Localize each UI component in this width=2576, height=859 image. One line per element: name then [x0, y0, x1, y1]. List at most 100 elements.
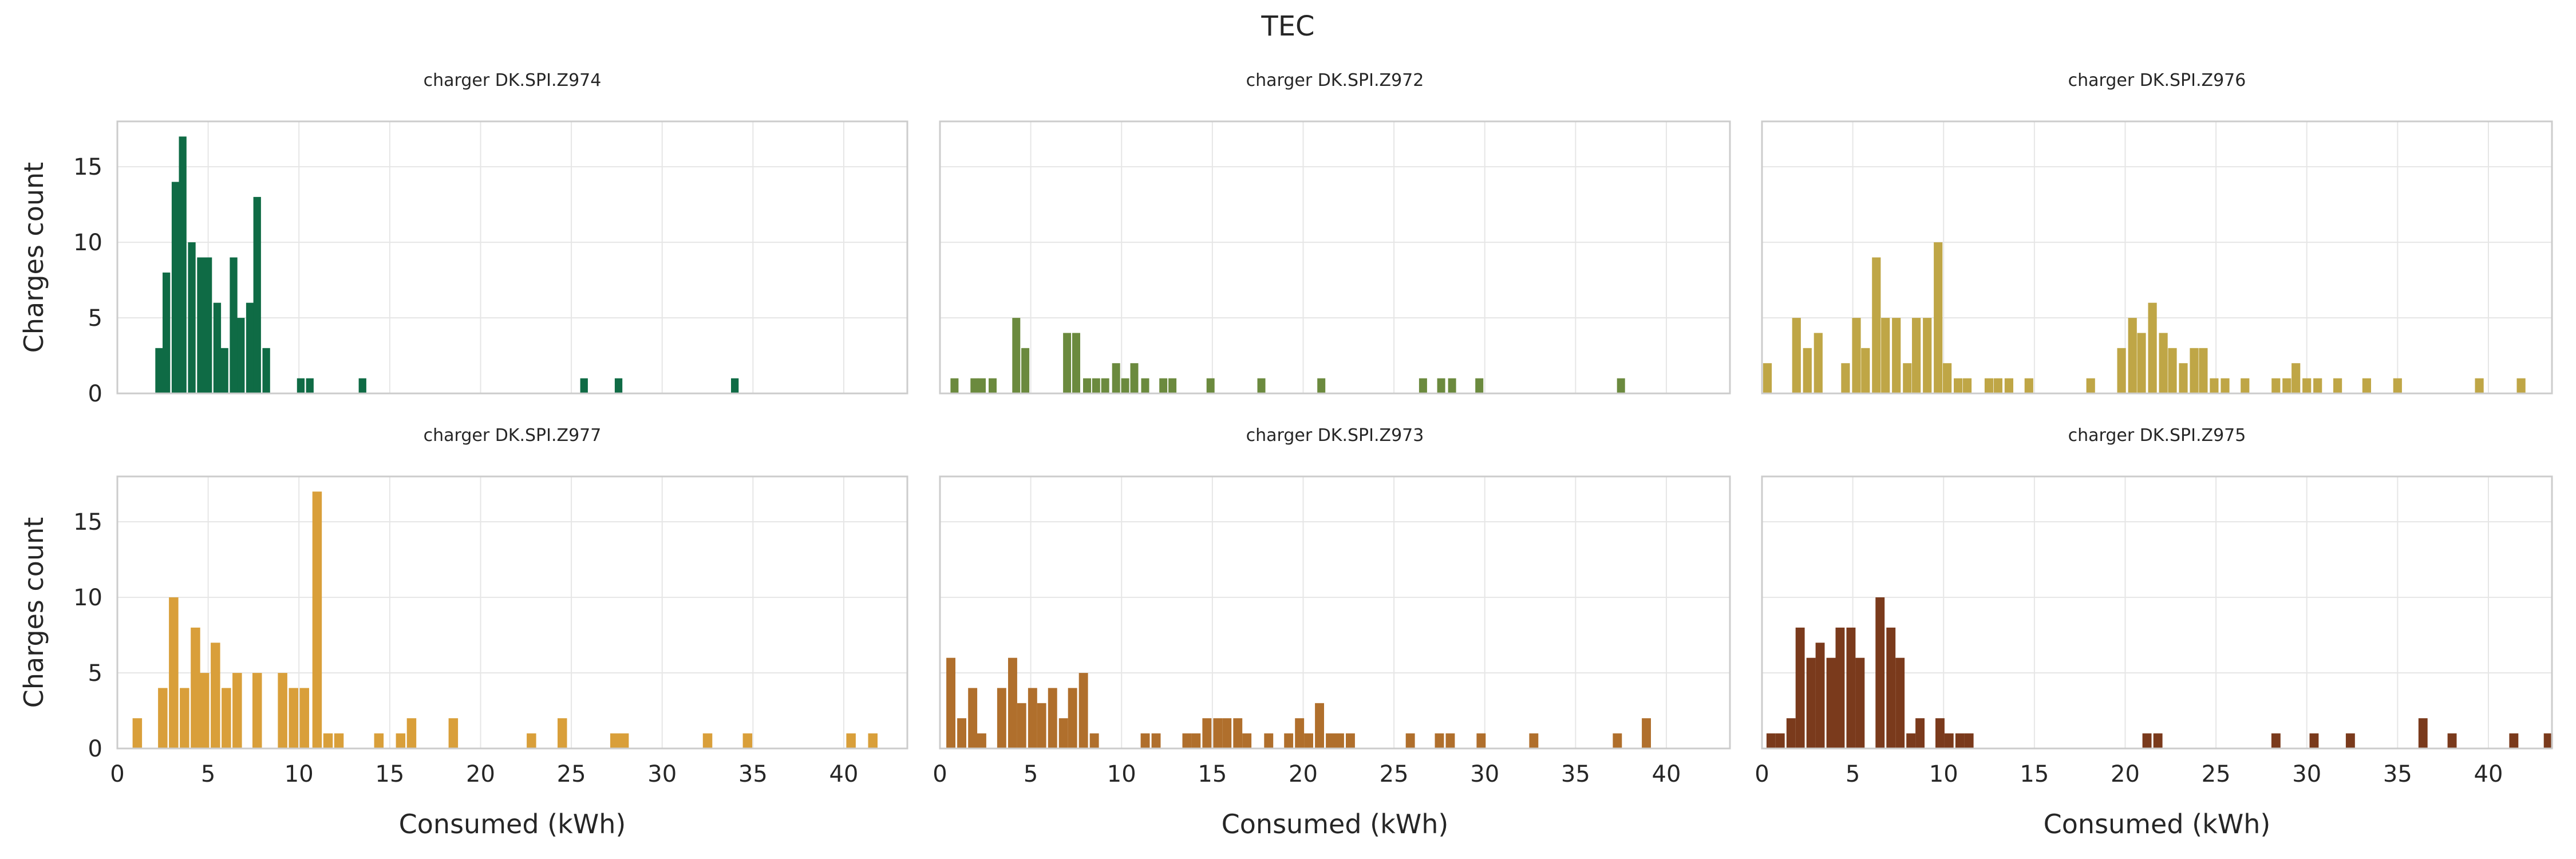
x-tick-label: 15	[1198, 761, 1227, 787]
histogram-bar	[1881, 318, 1890, 393]
histogram-bar	[1435, 733, 1444, 748]
histogram-bar	[289, 688, 298, 748]
histogram-bar	[1912, 318, 1921, 393]
bars	[1763, 242, 2526, 393]
histogram-bar	[1944, 733, 1954, 748]
histogram-bar	[1964, 733, 1974, 748]
histogram-bar	[1806, 657, 1816, 748]
histogram-bar	[619, 733, 629, 748]
histogram-bar	[1346, 733, 1355, 748]
histogram-bar	[1437, 378, 1445, 393]
bars	[1766, 597, 2553, 748]
histogram-bar	[614, 378, 623, 393]
x-tick-label: 30	[647, 761, 677, 787]
histogram-bar	[1048, 688, 1057, 748]
histogram-bar	[155, 348, 163, 393]
histogram-bar	[1642, 718, 1651, 748]
histogram-bar	[946, 657, 955, 748]
histogram-bar	[1841, 363, 1850, 393]
histogram-bar	[1529, 733, 1539, 748]
histogram-bar	[334, 733, 344, 748]
histogram-bar	[323, 733, 333, 748]
histogram-bar	[197, 257, 205, 393]
x-tick-label: 40	[829, 761, 859, 787]
histogram-bar	[2148, 302, 2157, 393]
panel-frame	[939, 475, 1731, 750]
histogram-bar	[1803, 348, 1812, 393]
histogram-bar	[2179, 363, 2188, 393]
histogram-bar	[169, 597, 179, 748]
histogram-bar	[1168, 378, 1177, 393]
histogram-bar	[1159, 378, 1168, 393]
x-axis-label: Consumed (kWh)	[2044, 809, 2271, 840]
panel-border	[939, 475, 1731, 750]
histogram-bar	[1955, 733, 1965, 748]
histogram-bar	[1121, 378, 1129, 393]
histogram-bar	[374, 733, 384, 748]
histogram-bar	[1763, 363, 1772, 393]
histogram-bar	[2313, 378, 2322, 393]
panel-border	[116, 475, 908, 750]
histogram-bar	[977, 733, 986, 748]
panel-border	[939, 120, 1731, 395]
histogram-bar	[1448, 378, 1456, 393]
histogram-bar	[180, 688, 189, 748]
histogram-bar	[1962, 378, 1972, 393]
histogram-bar	[1815, 643, 1825, 748]
histogram-bar	[2153, 733, 2163, 748]
histogram-bar	[1872, 257, 1881, 393]
histogram-bar	[2210, 378, 2219, 393]
histogram-bar	[191, 627, 200, 748]
histogram-bar	[1008, 657, 1017, 748]
histogram-bar	[731, 378, 739, 393]
histogram-bar	[220, 348, 228, 393]
histogram-bar	[2199, 348, 2208, 393]
panel-5: charger DK.SPI.Z973 0 5 10 15 20 25 30 35 40 Consu…	[933, 425, 1731, 840]
histogram-bar	[1072, 333, 1080, 393]
panel-3: charger DK.SPI.Z976	[1761, 70, 2553, 395]
panel-border	[116, 120, 908, 395]
histogram-bar	[989, 378, 997, 393]
histogram-bar	[1335, 733, 1344, 748]
histogram-bar	[1875, 597, 1885, 748]
x-tick-label: 5	[1846, 761, 1860, 787]
histogram-bar	[1984, 378, 1994, 393]
histogram-bar	[978, 378, 986, 393]
histogram-bar	[2475, 378, 2484, 393]
histogram-bar	[1206, 378, 1215, 393]
panel-title: charger DK.SPI.Z972	[1246, 70, 1424, 90]
histogram-bar	[1892, 318, 1901, 393]
histogram-bar	[232, 673, 242, 748]
x-tick-label: 10	[285, 761, 314, 787]
histogram-bar	[1257, 378, 1266, 393]
bars	[132, 491, 878, 748]
x-tick-label: 20	[1289, 761, 1318, 787]
histogram-bar	[1617, 378, 1625, 393]
histogram-bar	[2128, 318, 2137, 393]
histogram-bar	[2333, 378, 2342, 393]
histogram-bar	[188, 242, 196, 393]
histogram-bar	[200, 673, 210, 748]
x-tick-label: 10	[1929, 761, 1958, 787]
histogram-bar	[1475, 378, 1484, 393]
x-tick-label: 35	[1561, 761, 1590, 787]
histogram-bar	[1140, 733, 1150, 748]
histogram-bar	[846, 733, 856, 748]
histogram-bar	[1419, 378, 1427, 393]
panel-frame	[939, 120, 1731, 395]
x-tick-label: 15	[2020, 761, 2049, 787]
histogram-bar	[246, 302, 254, 393]
histogram-bar	[1476, 733, 1486, 748]
histogram-bar	[2291, 363, 2301, 393]
histogram-bar	[2004, 378, 2013, 393]
histogram-bar	[1861, 348, 1870, 393]
x-tick-label: 25	[1380, 761, 1409, 787]
y-tick-label: 15	[73, 154, 102, 180]
histogram-bar	[1063, 333, 1072, 393]
x-tick-label: 25	[557, 761, 586, 787]
x-tick-label: 20	[466, 761, 495, 787]
histogram-bar	[262, 348, 270, 393]
histogram-bar	[1895, 657, 1905, 748]
histogram-bar	[1934, 242, 1943, 393]
